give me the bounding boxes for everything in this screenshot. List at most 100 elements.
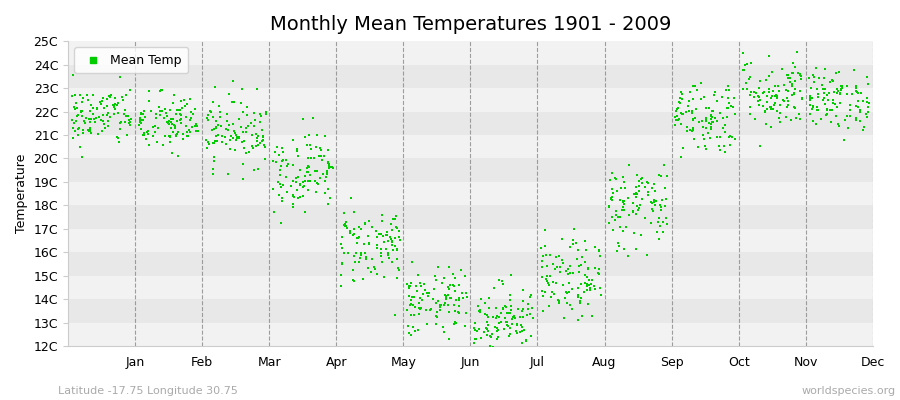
Point bbox=[628, 211, 643, 218]
Point bbox=[794, 76, 808, 82]
Point bbox=[366, 263, 381, 270]
Point bbox=[357, 250, 372, 257]
Point bbox=[618, 224, 633, 230]
Point bbox=[344, 195, 358, 202]
Point bbox=[546, 279, 561, 285]
Point bbox=[648, 202, 662, 208]
Point bbox=[692, 118, 706, 125]
Point bbox=[121, 113, 135, 119]
Point bbox=[704, 121, 718, 127]
Point bbox=[480, 312, 494, 318]
Point bbox=[383, 220, 398, 227]
Point bbox=[169, 132, 184, 139]
Point bbox=[830, 90, 844, 96]
Point bbox=[239, 112, 254, 118]
Point bbox=[413, 295, 428, 302]
Point bbox=[804, 84, 818, 91]
Point bbox=[432, 352, 446, 358]
Point bbox=[742, 110, 757, 117]
Point bbox=[658, 202, 672, 209]
Point bbox=[686, 83, 700, 90]
Point bbox=[184, 109, 198, 115]
Point bbox=[110, 134, 124, 140]
Point bbox=[249, 138, 264, 144]
Point bbox=[637, 184, 652, 190]
Point bbox=[362, 240, 376, 246]
Point bbox=[249, 85, 264, 92]
Point bbox=[441, 309, 455, 316]
Point bbox=[146, 133, 160, 139]
Bar bbox=[68, 299, 873, 323]
Point bbox=[401, 292, 416, 299]
Point bbox=[837, 136, 851, 143]
Point bbox=[610, 188, 625, 194]
Point bbox=[122, 122, 137, 128]
Point bbox=[508, 328, 523, 334]
Point bbox=[850, 89, 864, 95]
Point bbox=[452, 303, 466, 310]
Point bbox=[652, 236, 666, 242]
Point bbox=[83, 128, 97, 134]
Point bbox=[135, 132, 149, 138]
Point bbox=[346, 253, 361, 259]
Point bbox=[209, 124, 223, 130]
Point bbox=[490, 325, 504, 332]
Point bbox=[575, 312, 590, 319]
Point bbox=[71, 125, 86, 131]
Point bbox=[752, 94, 766, 100]
Point bbox=[302, 132, 317, 138]
Point bbox=[119, 92, 133, 98]
Point bbox=[187, 122, 202, 129]
Point bbox=[471, 302, 485, 309]
Point bbox=[565, 285, 580, 292]
Point bbox=[468, 320, 482, 326]
Point bbox=[737, 67, 751, 73]
Point bbox=[860, 74, 875, 80]
Point bbox=[480, 332, 494, 338]
Point bbox=[726, 104, 741, 110]
Point bbox=[616, 174, 630, 180]
Point bbox=[559, 299, 573, 306]
Point bbox=[168, 132, 183, 138]
Point bbox=[140, 129, 154, 136]
Point bbox=[467, 324, 482, 331]
Point bbox=[516, 314, 530, 320]
Point bbox=[649, 198, 663, 204]
Point bbox=[502, 310, 517, 316]
Point bbox=[320, 174, 334, 180]
Point bbox=[816, 90, 831, 96]
Point bbox=[410, 282, 424, 289]
Point bbox=[613, 196, 627, 203]
Point bbox=[390, 224, 404, 231]
Point bbox=[526, 315, 541, 321]
Point bbox=[459, 310, 473, 316]
Point bbox=[236, 108, 250, 115]
Point bbox=[439, 296, 454, 302]
Point bbox=[770, 83, 785, 90]
Point bbox=[593, 285, 608, 291]
Point bbox=[100, 118, 114, 124]
Point bbox=[632, 187, 646, 194]
Point bbox=[285, 137, 300, 144]
Point bbox=[535, 245, 549, 252]
Point bbox=[685, 108, 699, 114]
Point bbox=[80, 92, 94, 98]
Point bbox=[672, 95, 687, 102]
Point bbox=[429, 313, 444, 319]
Point bbox=[538, 276, 553, 282]
Point bbox=[200, 115, 214, 122]
Point bbox=[815, 97, 830, 103]
Point bbox=[616, 204, 631, 211]
Point bbox=[245, 131, 259, 138]
Point bbox=[564, 306, 579, 312]
Point bbox=[279, 163, 293, 170]
Point bbox=[497, 326, 511, 332]
Point bbox=[232, 134, 247, 141]
Point bbox=[772, 115, 787, 122]
Point bbox=[764, 104, 778, 110]
Point bbox=[148, 122, 162, 129]
Point bbox=[231, 134, 246, 140]
Point bbox=[111, 110, 125, 116]
Point bbox=[499, 315, 513, 321]
Point bbox=[772, 101, 787, 108]
